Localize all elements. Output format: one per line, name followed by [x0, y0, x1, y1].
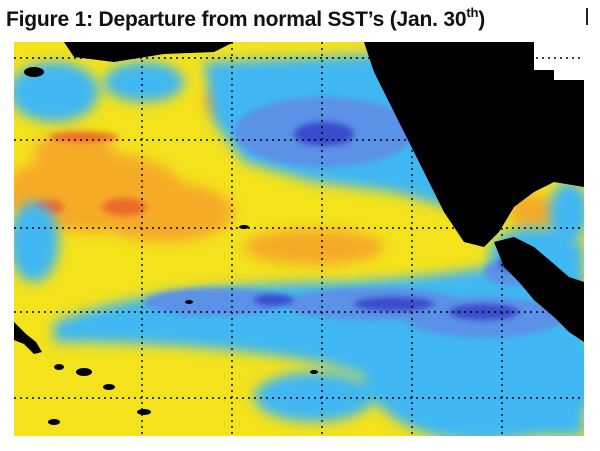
- island: [24, 67, 44, 77]
- land-masses: [14, 42, 584, 425]
- central-america-land: [494, 237, 584, 342]
- figure-title: Figure 1: Departure from normal SST’s (J…: [6, 5, 485, 32]
- island: [137, 409, 151, 415]
- western-islands: [14, 322, 42, 354]
- island: [239, 225, 249, 229]
- island: [103, 384, 115, 390]
- north-america-land: [364, 42, 584, 247]
- island: [185, 300, 193, 304]
- edge-mark: [586, 8, 588, 25]
- figure-title-suffix: ): [478, 8, 485, 31]
- figure-title-superscript: th: [466, 5, 479, 20]
- lat-lon-grid: [14, 42, 584, 436]
- island: [48, 419, 60, 425]
- alaska-land: [64, 42, 234, 62]
- sst-anomaly-map: [14, 42, 584, 436]
- island: [54, 364, 64, 370]
- sst-anomaly-map-svg: [14, 42, 584, 436]
- no-data-patch: [554, 70, 584, 80]
- island: [76, 368, 92, 376]
- island: [310, 370, 318, 374]
- no-data-patch: [534, 42, 584, 70]
- figure-title-text: Figure 1: Departure from normal SST’s (J…: [6, 8, 467, 31]
